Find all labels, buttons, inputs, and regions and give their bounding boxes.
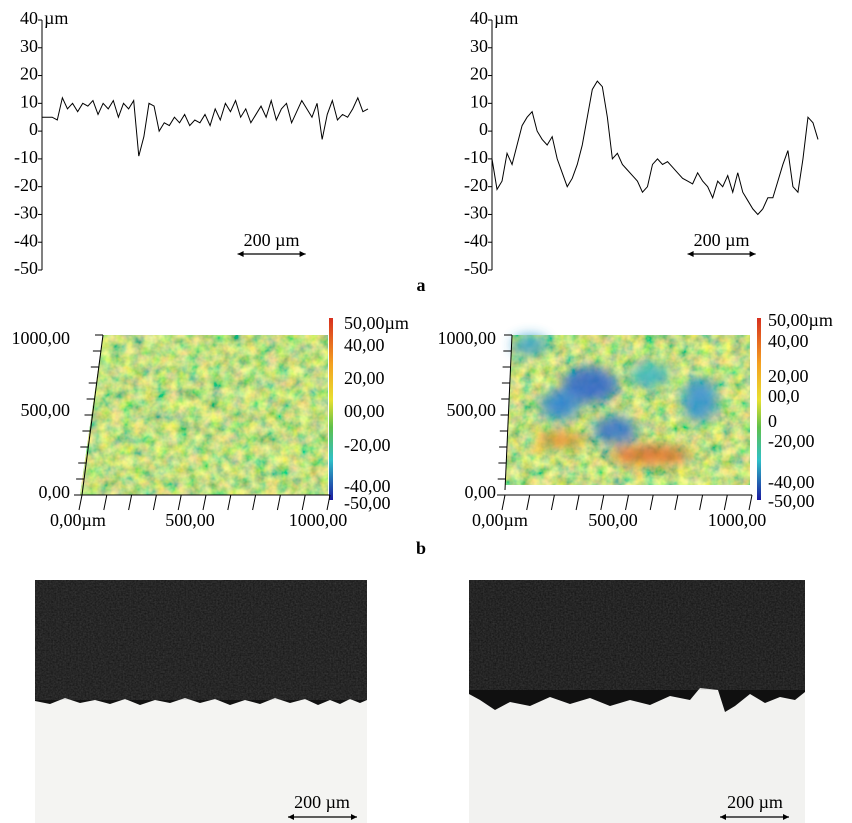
tick-mark — [227, 494, 232, 511]
tick-mark — [252, 494, 257, 511]
y-unit: µm — [44, 8, 68, 28]
y-tick-label: 500,00 — [447, 400, 497, 420]
profile-line — [42, 96, 369, 157]
x-tick-label: 1000,00 — [289, 510, 348, 530]
surface-map-left — [80, 318, 333, 500]
tick-mark — [625, 494, 629, 511]
y-tick-label: 10 — [20, 91, 38, 111]
colorbar-label: -40,00 — [768, 472, 815, 492]
colorbar-label: 0 — [768, 411, 777, 431]
colorbar-label: -50,00 — [768, 491, 815, 511]
tick-mark — [649, 494, 654, 511]
scale-bar-label: 200 µm — [244, 230, 300, 250]
colorbar-label: 20,00 — [768, 366, 809, 386]
colorbar-label: -20,00 — [344, 435, 391, 455]
micrograph-right — [469, 580, 805, 823]
y-tick-label: -30 — [14, 203, 38, 223]
y-tick-label: 40 — [20, 8, 38, 28]
tick-mark — [575, 494, 580, 511]
y-tick-label: 20 — [20, 64, 38, 84]
colorbar-label: 50,00µm — [344, 313, 409, 333]
y-tick-label: -40 — [464, 230, 488, 250]
x-tick-label: 0,00µm — [472, 510, 528, 530]
y-tick-label: -10 — [464, 147, 488, 167]
y-tick-label: -10 — [14, 147, 38, 167]
tick-mark — [276, 494, 281, 511]
tick-mark — [723, 494, 728, 511]
y-axis — [504, 334, 513, 491]
x-tick-label: 500,00 — [165, 510, 215, 530]
scale-bar-label: 200 µm — [294, 792, 350, 812]
y-tick-label: 0,00 — [39, 482, 71, 502]
y-tick-label: -50 — [14, 258, 38, 278]
y-tick-label: 10 — [470, 91, 488, 111]
colorbar-label: 00,0 — [768, 386, 800, 406]
tick-mark — [699, 494, 704, 511]
y-tick-label: -20 — [14, 175, 38, 195]
tick-mark — [674, 494, 679, 511]
y-tick-label: 1000,00 — [438, 328, 497, 348]
panel-label: a — [417, 275, 426, 295]
tick-mark — [128, 494, 133, 511]
y-tick-label: 500,00 — [21, 400, 71, 420]
colorbar-label: -40,00 — [344, 476, 391, 496]
y-tick-label: 0 — [29, 119, 38, 139]
tick-mark — [103, 494, 108, 511]
y-tick-label: -30 — [464, 203, 488, 223]
y-tick-label: 0 — [479, 119, 488, 139]
tick-mark — [202, 494, 207, 511]
colorbar-label: -20,00 — [768, 431, 815, 451]
y-tick-label: -20 — [464, 175, 488, 195]
x-tick-label: 0,00µm — [50, 510, 106, 530]
y-tick-label: 30 — [470, 36, 488, 56]
colorbar-label: 40,00 — [768, 331, 809, 351]
y-unit: µm — [494, 8, 518, 28]
colorbar-label: -50,00 — [344, 493, 391, 513]
y-tick-label: 30 — [20, 36, 38, 56]
tick-mark — [600, 494, 605, 511]
colorbar-label: 20,00 — [344, 368, 385, 388]
panel-label: b — [416, 538, 426, 558]
tick-mark — [550, 494, 555, 511]
tick-mark — [78, 494, 83, 511]
profile-line — [491, 80, 819, 216]
tick-mark — [748, 494, 753, 511]
y-tick-label: 40 — [470, 8, 488, 28]
micrograph-left — [35, 580, 367, 823]
surface-map-right — [505, 318, 761, 500]
colorbar-label: 50,00µm — [768, 310, 833, 330]
tick-mark — [177, 494, 182, 511]
y-tick-label: -40 — [14, 230, 38, 250]
tick-mark — [526, 494, 531, 511]
tick-mark — [152, 494, 157, 511]
tick-mark — [501, 494, 506, 511]
x-tick-label: 1000,00 — [708, 510, 767, 530]
tick-mark — [301, 494, 306, 511]
x-tick-label: 500,00 — [588, 510, 638, 530]
y-tick-label: 1000,00 — [12, 328, 71, 348]
y-tick-label: 20 — [470, 64, 488, 84]
colorbar-label: 00,00 — [344, 401, 385, 421]
y-tick-label: -50 — [464, 258, 488, 278]
scale-bar-label: 200 µm — [694, 230, 750, 250]
colorbar-label: 40,00 — [344, 335, 385, 355]
y-tick-label: 0,00 — [465, 482, 497, 502]
scale-bar-label: 200 µm — [727, 792, 783, 812]
tick-mark — [326, 494, 331, 511]
